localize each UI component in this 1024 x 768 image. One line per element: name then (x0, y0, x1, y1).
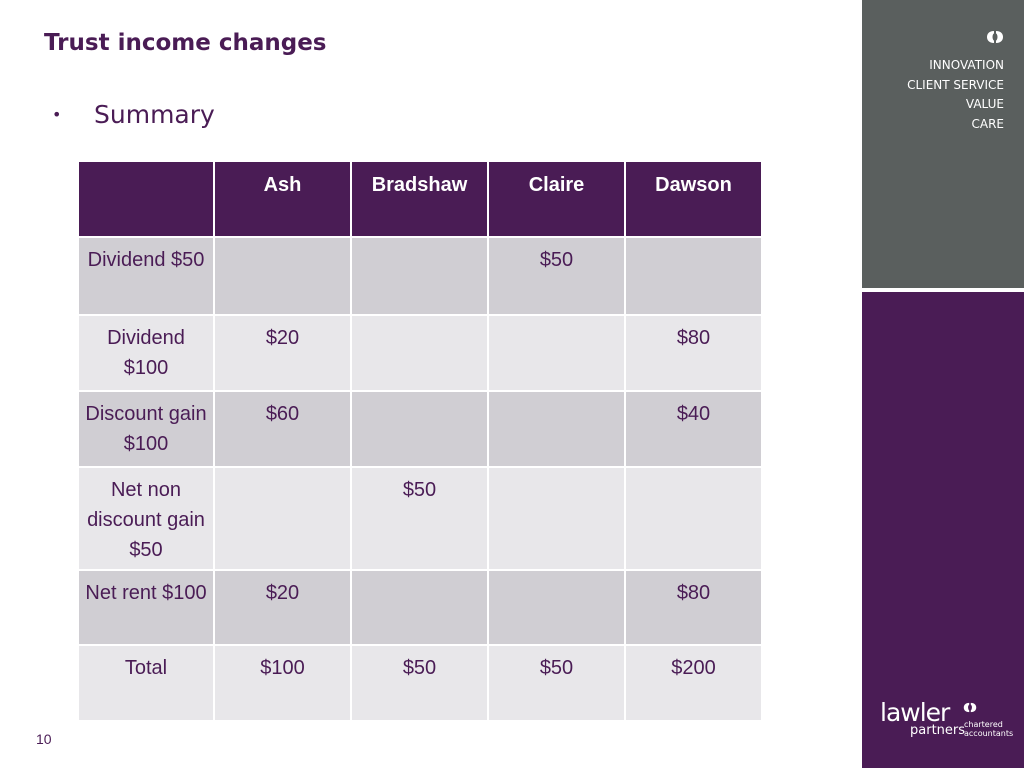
cell-ash: $60 (213, 390, 352, 468)
brand-mark-icon (987, 31, 1003, 43)
cell-claire (487, 466, 626, 571)
bullet-text: Summary (94, 100, 215, 129)
value-innovation: INNOVATION (929, 58, 1004, 72)
cell-dawson: $200 (624, 644, 763, 722)
table-row: Discount gain $100 $60 $40 (77, 390, 763, 468)
cell-ash: $100 (213, 644, 352, 722)
cell-claire (487, 569, 626, 646)
cell-bradshaw: $50 (350, 466, 489, 571)
company-logo: lawler partners chartered accountants (880, 698, 1013, 738)
logo-tagline: chartered accountants (964, 720, 1013, 738)
cell-bradshaw (350, 236, 489, 316)
header-bradshaw: Bradshaw (350, 160, 489, 238)
cell-dawson: $80 (624, 569, 763, 646)
logo-wordmark: lawler (880, 698, 950, 727)
sidebar-logo-panel: lawler partners chartered accountants (862, 292, 1024, 768)
table-row: Total $100 $50 $50 $200 (77, 644, 763, 722)
page-number: 10 (36, 731, 52, 747)
cell-ash: $20 (213, 314, 352, 392)
table-row: Net non discount gain $50 $50 (77, 466, 763, 571)
cell-claire (487, 314, 626, 392)
slide-title: Trust income changes (44, 30, 327, 56)
row-label: Dividend $100 (77, 314, 215, 392)
header-ash: Ash (213, 160, 352, 238)
bullet-icon: • (52, 105, 62, 124)
logo-tagline-line2: accountants (964, 729, 1014, 738)
cell-dawson: $80 (624, 314, 763, 392)
row-label: Discount gain $100 (77, 390, 215, 468)
cell-dawson (624, 466, 763, 571)
cell-dawson: $40 (624, 390, 763, 468)
value-care: CARE (971, 116, 1004, 131)
cell-dawson (624, 236, 763, 316)
table-header-row: Ash Bradshaw Claire Dawson (77, 160, 763, 238)
header-claire: Claire (487, 160, 626, 238)
value-client-service: CLIENT SERVICE (907, 77, 1004, 92)
cell-claire: $50 (487, 644, 626, 722)
logo-subtitle: partners (910, 723, 966, 738)
bullet-item: • Summary (52, 100, 215, 129)
header-dawson: Dawson (624, 160, 763, 238)
table-row: Dividend $50 $50 (77, 236, 763, 316)
cell-bradshaw: $50 (350, 644, 489, 722)
row-label: Dividend $50 (77, 236, 215, 316)
row-label: Net non discount gain $50 (77, 466, 215, 571)
cell-ash (213, 466, 352, 571)
sidebar-values-panel: INNOVATION CLIENT SERVICE VALUE CARE (862, 0, 1024, 288)
cell-ash: $20 (213, 569, 352, 646)
summary-table: Ash Bradshaw Claire Dawson Dividend $50 … (77, 160, 763, 722)
logo-tagline-line1: chartered (964, 720, 1003, 729)
cell-bradshaw (350, 569, 489, 646)
table-row: Dividend $100 $20 $80 (77, 314, 763, 392)
cell-bradshaw (350, 390, 489, 468)
value-value: VALUE (965, 97, 1004, 111)
cell-ash (213, 236, 352, 316)
row-label: Net rent $100 (77, 569, 215, 646)
cell-bradshaw (350, 314, 489, 392)
row-label: Total (77, 644, 215, 722)
values-list: INNOVATION CLIENT SERVICE VALUE CARE (907, 56, 1004, 134)
table-row: Net rent $100 $20 $80 (77, 569, 763, 646)
cell-claire (487, 390, 626, 468)
header-empty-cell (77, 160, 215, 238)
cell-claire: $50 (487, 236, 626, 316)
logo-mark-icon (963, 702, 977, 713)
